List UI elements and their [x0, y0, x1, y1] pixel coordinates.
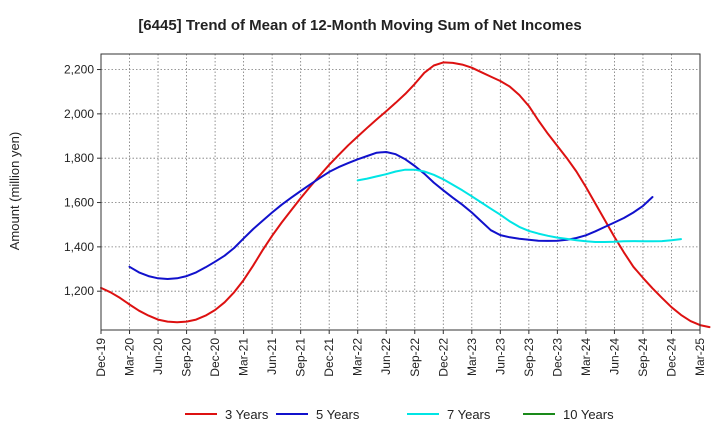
x-tick-label: Mar-22	[351, 338, 365, 376]
x-tick-label: Dec-24	[664, 338, 678, 377]
x-tick-label: Mar-20	[123, 338, 137, 376]
x-tick-label: Jun-20	[151, 338, 165, 375]
x-tick-label: Dec-23	[550, 338, 564, 377]
chart-title: [6445] Trend of Mean of 12-Month Moving …	[138, 17, 581, 34]
legend-label: 7 Years	[447, 407, 491, 422]
x-tick-label: Mar-21	[237, 338, 251, 376]
legend-item-3-years: 3 Years	[185, 407, 269, 422]
series-line-7-years	[356, 168, 682, 243]
x-tick-label: Dec-20	[208, 338, 222, 377]
legend: 3 Years 5 Years 7 Years 10 Years	[185, 407, 614, 422]
y-tick-label: 2,200	[64, 63, 94, 77]
x-tick-label: Jun-24	[607, 338, 621, 375]
x-tick-label: Dec-22	[436, 338, 450, 377]
y-tick-label: 1,800	[64, 151, 94, 165]
x-tick-label: Sep-24	[636, 338, 650, 377]
y-tick-label: 1,400	[64, 240, 94, 254]
legend-item-5-years: 5 Years	[276, 407, 360, 422]
x-tick-label: Sep-21	[294, 338, 308, 377]
series-layer	[100, 61, 711, 329]
grid	[100, 54, 701, 330]
x-tick-label: Mar-25	[693, 338, 707, 376]
x-tick-label: Sep-22	[408, 338, 422, 377]
y-axis-ticks: 1,200 1,400 1,600 1,800 2,000 2,200	[64, 63, 101, 298]
y-axis-label: Amount (million yen)	[7, 132, 22, 251]
series-line-3-years	[100, 61, 711, 329]
x-tick-label: Jun-23	[493, 338, 507, 375]
legend-label: 10 Years	[563, 407, 614, 422]
x-tick-label: Mar-24	[579, 338, 593, 376]
legend-item-7-years: 7 Years	[407, 407, 491, 422]
x-tick-label: Jun-21	[265, 338, 279, 375]
x-tick-label: Jun-22	[379, 338, 393, 375]
legend-label: 5 Years	[316, 407, 360, 422]
legend-label: 3 Years	[225, 407, 269, 422]
x-tick-label: Dec-19	[94, 338, 108, 377]
x-axis-ticks: Dec-19 Mar-20 Jun-20 Sep-20 Dec-20 Mar-21 Jun-…	[94, 330, 707, 377]
x-tick-label: Sep-23	[522, 338, 536, 377]
plot-area	[100, 53, 701, 331]
x-tick-label: Mar-23	[465, 338, 479, 376]
y-tick-label: 1,600	[64, 196, 94, 210]
x-tick-label: Dec-21	[322, 338, 336, 377]
series-line-5-years	[128, 151, 654, 280]
x-tick-label: Sep-20	[180, 338, 194, 377]
y-tick-label: 1,200	[64, 284, 94, 298]
legend-item-10-years: 10 Years	[523, 407, 614, 422]
y-tick-label: 2,000	[64, 107, 94, 121]
